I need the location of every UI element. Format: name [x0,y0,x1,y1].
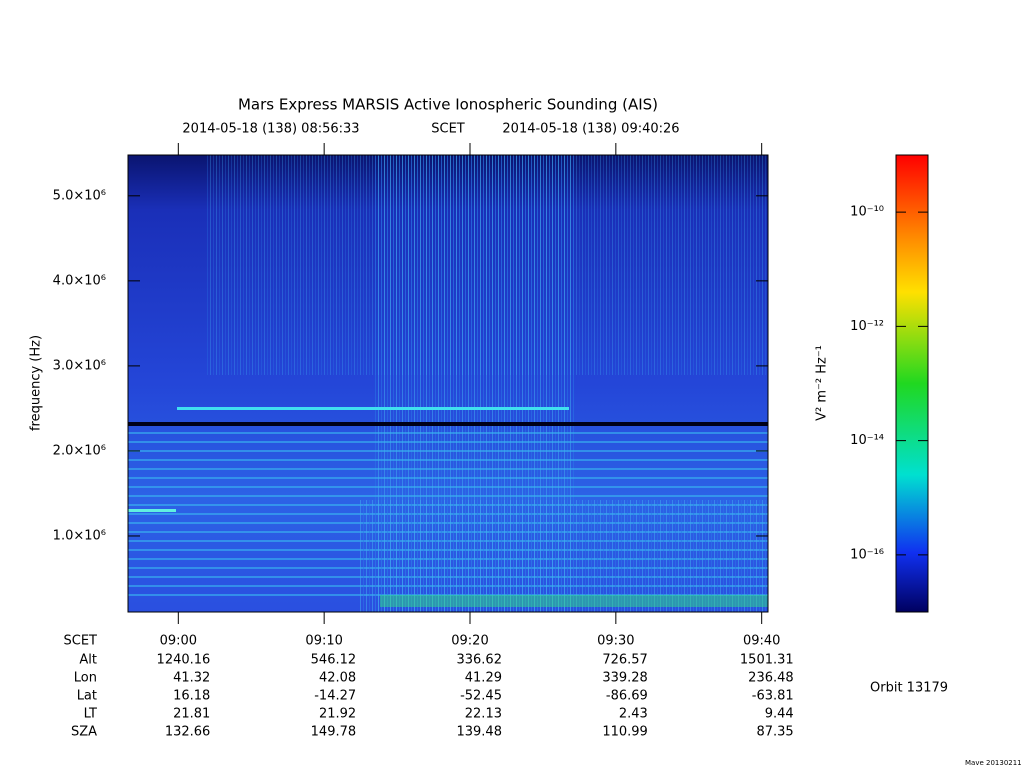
ephemeris-value: -63.81 [752,689,794,704]
subtitle: 2014-05-18 (138) 08:56:33 [182,122,359,137]
x-tick-label: 09:10 [305,634,342,649]
ephemeris-value: 42.08 [319,671,356,686]
ephemeris-value: 41.29 [465,671,502,686]
ephemeris-value: 87.35 [756,725,793,740]
ephemeris-value: 236.48 [748,671,794,686]
y-tick-label: 2.0×10⁶ [53,443,106,458]
colorbar-tick-label: 10⁻¹⁴ [850,433,884,448]
colorbar-tick-label: 10⁻¹² [850,319,884,334]
ephemeris-label: Lat [77,689,97,704]
ephemeris-value: 546.12 [311,653,357,668]
colorbar-tick-label: 10⁻¹⁰ [850,205,884,220]
subtitle: 2014-05-18 (138) 09:40:26 [502,122,679,137]
y-tick-label: 1.0×10⁶ [53,528,106,543]
colorbar [895,154,929,613]
ephemeris-value: 110.99 [602,725,648,740]
ephemeris-value: 139.48 [456,725,502,740]
y-axis-label: frequency (Hz) [29,335,44,431]
ephemeris-value: -14.27 [314,689,356,704]
ephemeris-value: 22.13 [465,707,502,722]
ephemeris-value: 1501.31 [740,653,794,668]
y-tick-label: 4.0×10⁶ [53,273,106,288]
orbit: Orbit 13179 [870,681,948,696]
ephemeris-value: -52.45 [460,689,502,704]
ephemeris-value: 21.92 [319,707,356,722]
ephemeris-value: 336.62 [456,653,502,668]
footer: Mave 20130211 [965,759,1022,767]
ephemeris-value: 21.81 [173,707,210,722]
x-tick-label: 09:40 [743,634,780,649]
ephemeris-value: 9.44 [765,707,794,722]
ephemeris-value: 132.66 [165,725,211,740]
plot-frame [127,154,769,613]
colorbar-label: V² m⁻² Hz⁻¹ [815,345,830,421]
ephemeris-label: LT [84,707,97,722]
ephemeris-label: Lon [74,671,97,686]
ephemeris-label: Alt [79,653,97,668]
ephemeris-value: 726.57 [602,653,648,668]
ephemeris-value: -86.69 [606,689,648,704]
ephemeris-value: 16.18 [173,689,210,704]
x-tick-label: 09:30 [597,634,634,649]
ephemeris-value: 339.28 [602,671,648,686]
ephemeris-value: 1240.16 [157,653,211,668]
ephemeris-label: SZA [71,725,97,740]
x-tick-label: 09:20 [451,634,488,649]
subtitle: SCET [431,122,465,137]
ephemeris-value: 41.32 [173,671,210,686]
ephemeris-label: SCET [64,634,98,649]
x-tick-label: 09:00 [160,634,197,649]
y-tick-label: 5.0×10⁶ [53,188,106,203]
y-tick-label: 3.0×10⁶ [53,358,106,373]
colorbar-tick-label: 10⁻¹⁶ [850,547,884,562]
chart-title: Mars Express MARSIS Active Ionospheric S… [238,96,658,114]
ephemeris-value: 2.43 [619,707,648,722]
spectrogram-image [128,155,768,612]
ephemeris-value: 149.78 [311,725,357,740]
